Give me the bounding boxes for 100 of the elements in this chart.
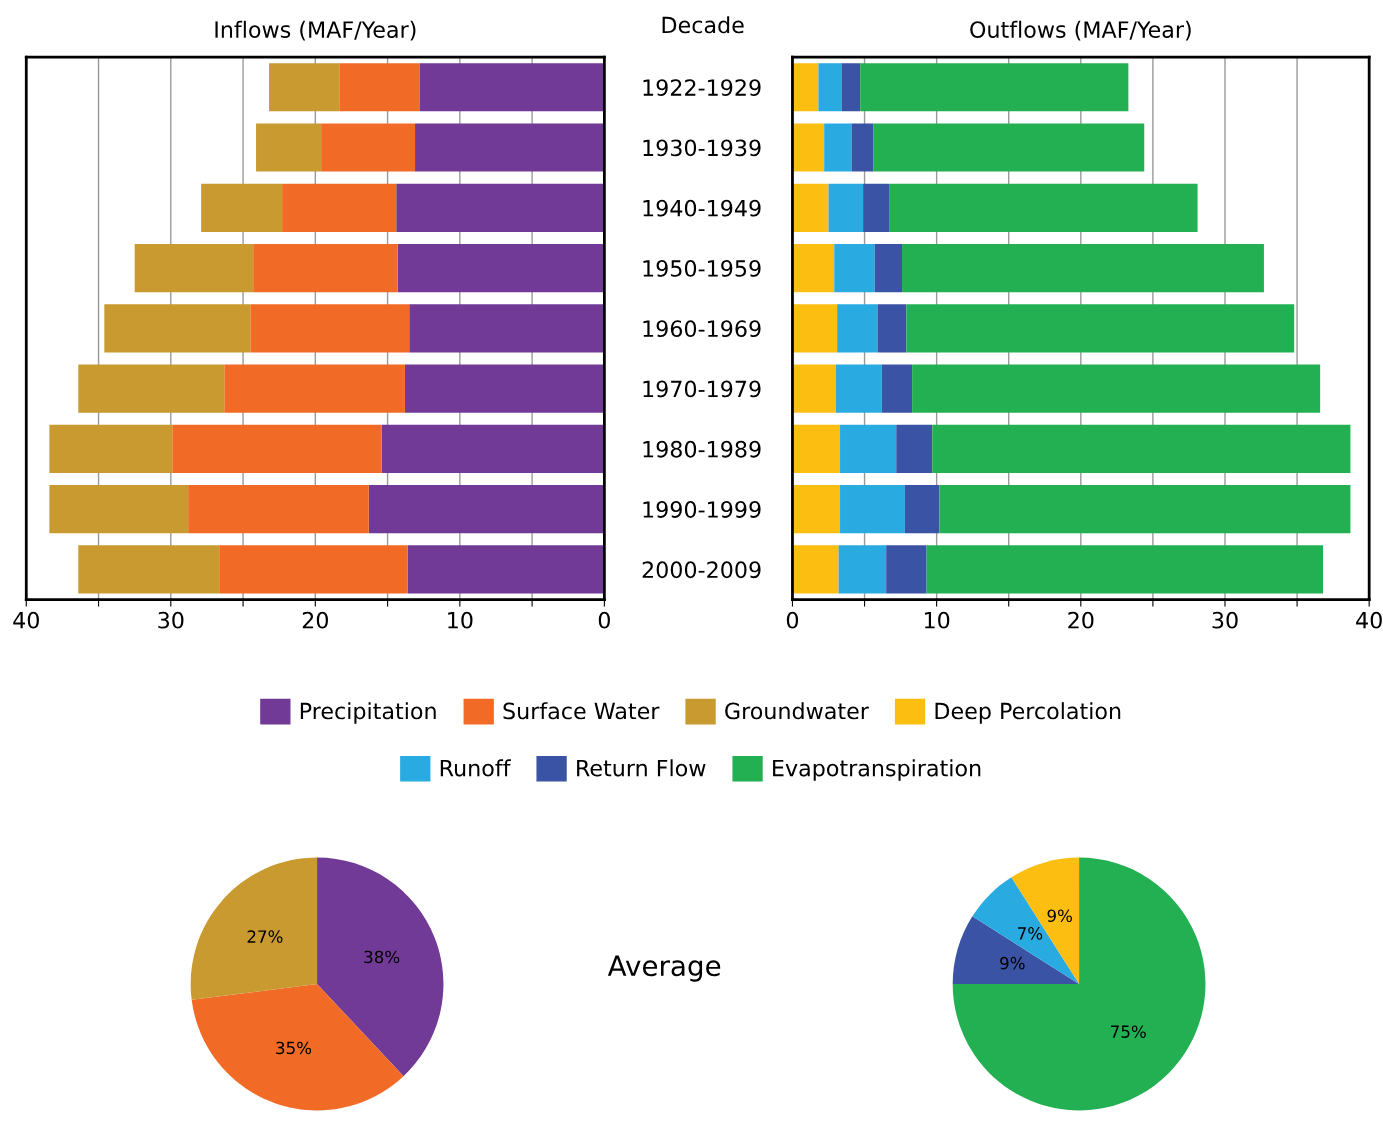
bar <box>939 485 1351 534</box>
y-tick-label: 1980-1989 <box>643 440 761 458</box>
data-label: 9% <box>1000 956 1025 970</box>
bar <box>282 183 397 232</box>
bar <box>792 364 836 413</box>
bar <box>201 183 283 232</box>
bar <box>407 545 605 594</box>
bar <box>824 123 852 172</box>
bar <box>874 243 903 293</box>
y-tick-label: 1940-1949 <box>643 199 761 217</box>
legend-label: Precipitation <box>300 702 436 724</box>
legend-label: Surface Water <box>503 702 660 720</box>
data-label: 75% <box>1111 1025 1146 1038</box>
x-tick-label: 40 <box>1356 611 1382 629</box>
data-label: 27% <box>247 930 283 943</box>
bar <box>78 545 220 594</box>
chart-title: Outflows (MAF/Year) <box>970 20 1191 41</box>
bar <box>902 243 1264 293</box>
bar <box>881 364 913 413</box>
bar <box>219 545 408 594</box>
x-tick-label: 0 <box>598 611 610 629</box>
bar <box>339 63 420 112</box>
y-tick-label: 1922-1929 <box>643 79 761 96</box>
bar <box>172 424 382 473</box>
y-tick-label: 1990-1999 <box>643 501 761 518</box>
bar <box>896 424 933 473</box>
data-label: 7% <box>1018 927 1043 940</box>
bar <box>792 545 839 594</box>
bar <box>860 63 1129 112</box>
legend-label: Runoff <box>440 759 511 777</box>
bar <box>49 485 189 534</box>
bar <box>792 63 819 112</box>
bar <box>863 183 890 232</box>
x-tick-label: 30 <box>158 611 184 629</box>
bar <box>828 183 864 232</box>
data-label: 9% <box>1047 909 1072 923</box>
bar <box>321 123 416 172</box>
bar <box>78 364 225 413</box>
y-tick-label: 1930-1939 <box>643 139 761 157</box>
bar <box>841 63 861 112</box>
bar <box>104 304 251 353</box>
bar <box>889 183 1198 232</box>
bar <box>792 304 838 353</box>
bar <box>404 364 605 413</box>
y-tick-label: 1960-1969 <box>643 320 761 338</box>
bar <box>188 485 369 534</box>
bar <box>835 364 882 413</box>
bar <box>851 123 874 172</box>
x-tick-label: 10 <box>924 611 950 629</box>
bar <box>873 123 1145 172</box>
bar <box>396 183 605 232</box>
bar <box>926 545 1324 594</box>
bar <box>269 63 340 112</box>
bar <box>415 123 605 172</box>
text: Decade <box>662 16 744 34</box>
bar <box>792 485 841 534</box>
x-tick-label: 40 <box>13 611 39 629</box>
bar <box>792 183 829 232</box>
bar <box>409 304 605 353</box>
bar <box>397 243 605 293</box>
bar <box>253 243 398 293</box>
y-tick-label: 2000-2009 <box>642 561 761 579</box>
legend-label: Return Flow <box>577 759 706 777</box>
data-label: 38% <box>364 950 400 964</box>
y-tick-label: 1970-1979 <box>643 380 761 398</box>
x-tick-label: 20 <box>302 611 328 629</box>
bar <box>792 243 835 293</box>
bar <box>837 304 878 353</box>
bar <box>818 63 842 112</box>
bar <box>419 63 605 112</box>
bar <box>932 424 1351 473</box>
bar <box>368 485 605 534</box>
bar <box>877 304 907 353</box>
data-label: 35% <box>276 1041 312 1055</box>
bar <box>904 485 940 534</box>
legend-label: Groundwater <box>725 702 869 720</box>
bar <box>834 243 875 293</box>
bar <box>906 304 1295 353</box>
bar <box>840 485 905 534</box>
text: Average <box>607 955 721 982</box>
chart-title: Inflows (MAF/Year) <box>215 20 416 41</box>
x-tick-label: 0 <box>786 611 799 629</box>
bar <box>224 364 405 413</box>
bar <box>886 545 927 594</box>
bar <box>912 364 1321 413</box>
bar <box>134 243 254 293</box>
bar <box>49 424 173 473</box>
bar <box>792 424 841 473</box>
legend-label: Deep Percolation <box>935 702 1121 724</box>
bar <box>838 545 887 594</box>
legend-label: Evapotranspiration <box>773 759 981 781</box>
bar <box>381 424 605 473</box>
bar <box>840 424 897 473</box>
x-tick-label: 30 <box>1212 611 1238 629</box>
bar <box>250 304 410 353</box>
x-tick-label: 20 <box>1068 611 1094 629</box>
y-tick-label: 1950-1959 <box>643 260 761 277</box>
x-tick-label: 10 <box>448 611 473 629</box>
bar <box>256 123 322 172</box>
bar <box>792 123 825 172</box>
